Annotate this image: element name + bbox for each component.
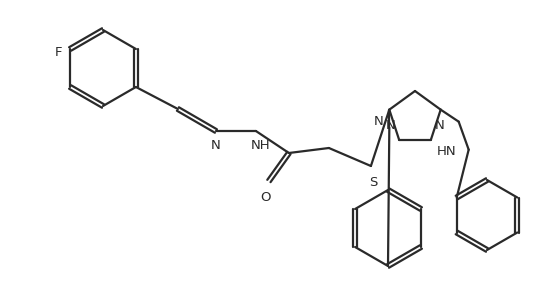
Text: N: N: [211, 139, 221, 152]
Text: N: N: [385, 119, 395, 132]
Text: HN: HN: [437, 145, 457, 158]
Text: N: N: [435, 119, 444, 132]
Text: O: O: [261, 191, 271, 204]
Text: NH: NH: [251, 139, 271, 152]
Text: S: S: [369, 176, 377, 189]
Text: N: N: [374, 115, 383, 128]
Text: F: F: [55, 45, 62, 58]
